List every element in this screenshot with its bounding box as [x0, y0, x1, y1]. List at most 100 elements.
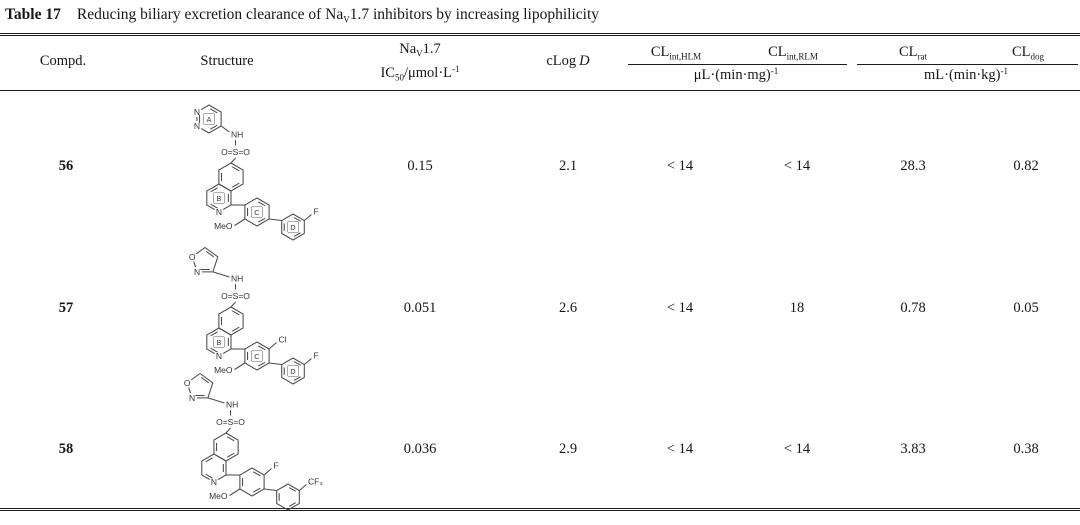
cell-57-cl-rat: 0.78	[900, 300, 926, 316]
unit-microsomal-pre: μL·(min·mg)	[693, 67, 771, 83]
sulfonamide-linker: NH O=S=O	[220, 125, 250, 164]
cell-58-clogd: 2.9	[558, 441, 578, 457]
col-header-compd: Compd.	[39, 53, 87, 69]
table-caption-text-pre: Reducing biliary excretion clearance of …	[76, 6, 344, 23]
group-label-nh: NH	[226, 400, 238, 410]
col-header-cl-rat: CLrat	[899, 44, 927, 62]
table-caption: Table 17 Reducing biliary excretion clear…	[5, 6, 599, 25]
group-label-sulfonyl: O=S=O	[221, 147, 250, 157]
cell-56-ic50: 0.15	[407, 158, 433, 174]
group-label-meo: MeO	[209, 491, 228, 501]
group-label-sulfonyl: O=S=O	[221, 291, 250, 301]
atom-label-f: F	[314, 207, 319, 217]
group-label-nh: NH	[231, 274, 243, 284]
compound-id-57: 57	[58, 300, 74, 316]
ring-d-fluorophenyl: D F	[269, 207, 319, 241]
cell-57-cl-hlm: < 14	[666, 300, 694, 316]
ic50-mid: /μmol·L	[403, 65, 453, 81]
table-caption-text-post: 1.7 inhibitors by increasing lipophilici…	[349, 6, 600, 23]
rule-table-top	[0, 33, 1080, 37]
unit-header-invivo: mL·(min·kg)-1	[924, 66, 1008, 84]
table-caption-number: Table 17	[5, 6, 61, 23]
cell-58-cl-rat: 3.83	[900, 441, 926, 457]
ring-c-phenyl: C Cl MeO	[214, 335, 287, 376]
unit-invivo-sup: -1	[1000, 66, 1009, 76]
ic50-sub: 50	[394, 72, 404, 83]
atom-label-cl: Cl	[279, 335, 287, 345]
cell-57-ic50: 0.051	[403, 300, 437, 316]
ring-isoxazole: O N	[182, 372, 214, 403]
atom-label-o: O	[184, 378, 191, 388]
cl-rlm-sub: int,RLM	[786, 51, 818, 62]
nav17-pre: Na	[399, 41, 417, 57]
ring-label-d: D	[290, 367, 296, 376]
unit-header-microsomal: μL·(min·mg)-1	[694, 66, 779, 84]
rule-table-bottom	[0, 508, 1080, 512]
cell-57-cl-rlm: 18	[789, 300, 805, 316]
ring-c-phenyl: C MeO	[214, 197, 270, 231]
ic50-pre: IC	[380, 65, 395, 81]
cl-rlm-pre: CL	[768, 44, 787, 60]
col-header-ic50: IC50/μmol·L-1	[380, 64, 459, 83]
atom-label-n: N	[216, 207, 222, 217]
cl-hlm-pre: CL	[650, 44, 670, 60]
cell-58-cl-dog: 0.38	[1013, 441, 1039, 457]
ring-label-c: C	[254, 208, 260, 217]
col-header-cl-int-rlm: CLint,RLM	[768, 44, 818, 62]
cl-rat-pre: CL	[898, 44, 918, 60]
nav17-post: 1.7	[422, 41, 441, 57]
unit-microsomal-sup: -1	[770, 66, 779, 76]
rule-spanner-invivo	[857, 64, 1078, 65]
cl-dog-pre: CL	[1011, 44, 1031, 60]
ring-label-b: B	[216, 194, 221, 203]
ring-label-c: C	[254, 352, 260, 361]
cell-58-cl-hlm: < 14	[666, 441, 694, 457]
col-header-clogd: cLog D	[546, 53, 589, 70]
atom-label-n: N	[194, 121, 200, 131]
cell-56-cl-rat: 28.3	[900, 158, 926, 174]
group-label-nh: NH	[231, 130, 243, 140]
atom-label-o: O	[189, 252, 196, 262]
col-header-structure: Structure	[200, 53, 254, 69]
atom-label-n: N	[194, 107, 200, 117]
rule-header-bottom	[0, 90, 1080, 92]
nav17-sub: V	[416, 48, 423, 59]
ring-central-phenyl: F MeO	[209, 461, 279, 502]
ring-a-pyrimidine: N N A	[191, 104, 222, 134]
cell-58-cl-rlm: < 14	[783, 441, 811, 457]
structure-58-drawing: O N NH O=S=O N F MeO CF₃	[182, 372, 323, 511]
rule-spanner-microsomal	[628, 64, 847, 65]
ring-b-isoquinoline: N B	[206, 162, 244, 217]
ic50-sup: -1	[452, 64, 460, 74]
ring-isoquinoline: N	[201, 432, 239, 487]
compound-id-56: 56	[58, 158, 74, 174]
group-label-cf3: CF₃	[308, 477, 323, 487]
unit-invivo-pre: mL·(min·kg)	[923, 67, 1001, 83]
ring-isoxazole: O N	[187, 246, 219, 277]
ring-label-d: D	[290, 223, 296, 232]
col-header-nav17: NaV1.7	[399, 41, 441, 59]
cell-56-cl-dog: 0.82	[1013, 158, 1039, 174]
atom-label-n: N	[211, 477, 217, 487]
group-label-sulfonyl: O=S=O	[216, 417, 245, 427]
col-header-cl-int-hlm: CLint,HLM	[651, 44, 701, 62]
cl-rat-sub: rat	[917, 51, 928, 62]
atom-label-f: F	[314, 351, 319, 361]
table-caption-text-sub: V	[343, 14, 350, 25]
clogd-d: D	[579, 53, 590, 69]
atom-label-n: N	[216, 351, 222, 361]
clogd-pre: cLog	[546, 53, 577, 69]
cell-56-cl-rlm: < 14	[783, 158, 811, 174]
atom-label-f: F	[274, 461, 279, 471]
structure-57-drawing: O N NH O=S=O N B C Cl MeO	[187, 246, 319, 385]
cell-57-cl-dog: 0.05	[1013, 300, 1039, 316]
ring-trifluoromethylphenyl: CF₃	[264, 477, 323, 511]
atom-label-n: N	[194, 267, 200, 277]
col-header-cl-dog: CLdog	[1012, 44, 1044, 62]
cl-dog-sub: dog	[1030, 51, 1045, 62]
atom-label-n: N	[189, 393, 195, 403]
ring-b-isoquinoline: N B	[206, 306, 244, 361]
cell-56-clogd: 2.1	[558, 158, 578, 174]
group-label-meo: MeO	[214, 365, 233, 375]
